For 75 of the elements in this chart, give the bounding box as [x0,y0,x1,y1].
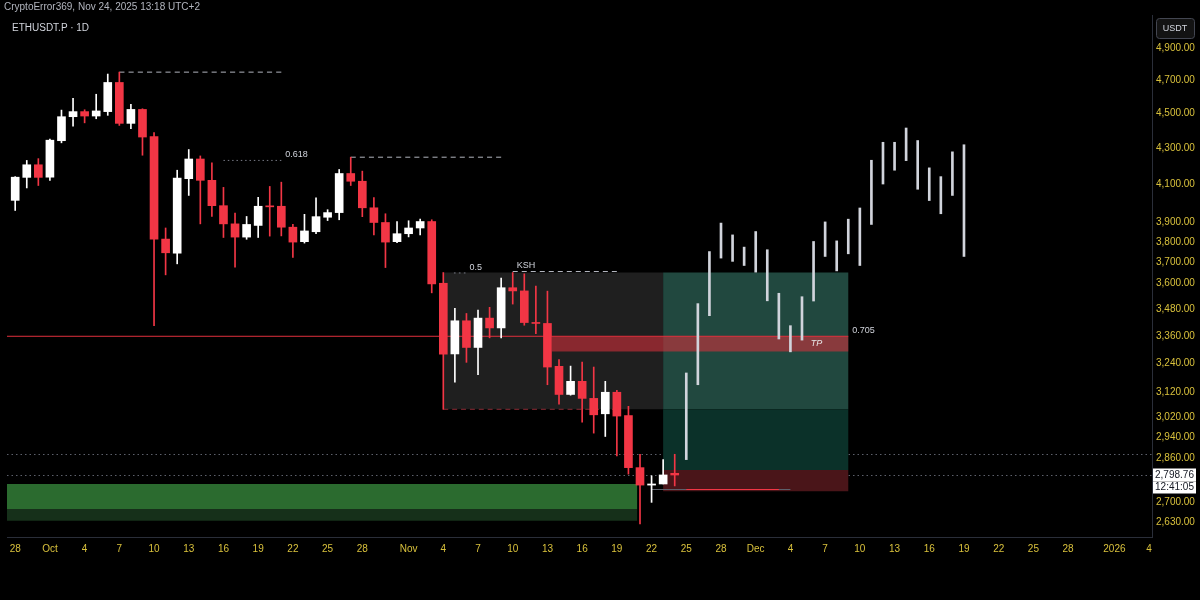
chart-subtitle: CryptoError369, Nov 24, 2025 13:18 UTC+2 [4,1,201,13]
annotation: 0.618 [285,149,308,160]
y-tick-label: 3,600.00 [1156,277,1196,289]
x-tick-label: 25 [322,542,334,554]
bar [765,249,769,302]
bar [846,218,850,255]
y-tick-label: 3,480.00 [1156,302,1196,314]
bar [893,141,896,171]
x-tick-label: 28 [1062,542,1075,554]
y-tick-label: 3,240.00 [1156,357,1196,369]
x-tick-label: 22 [993,542,1005,554]
x-tick-label: 16 [217,542,230,554]
annotation: 0.705 [852,325,875,336]
y-tick-label: 2,700.00 [1156,496,1196,508]
x-tick-label: 13 [888,542,901,554]
y-tick-label: 4,300.00 [1156,141,1196,153]
x-tick-label: 22 [646,542,658,554]
x-tick-label: Oct [42,542,58,554]
bar [835,240,839,272]
y-tick-label: 3,020.00 [1156,410,1196,422]
x-tick-label: 4 [787,542,794,554]
x-tick-label: 7 [475,542,482,554]
bar [812,241,815,302]
x-tick-label: 28 [9,542,22,554]
x-tick-label: 13 [541,542,554,554]
x-tick-label: 2026 [1103,542,1126,554]
bar [951,151,954,196]
annotation: KSH [516,260,536,271]
x-tick-label: 16 [923,542,936,554]
bar [870,159,873,225]
y-tick-label: 4,700.00 [1156,73,1196,85]
y-axis-title: USDT [1162,23,1188,34]
y-tick-label: 3,800.00 [1156,235,1196,247]
y-tick-label: 4,500.00 [1156,107,1196,119]
annotation: 12:41:05 [1155,480,1195,492]
x-tick-label: 13 [183,542,195,554]
x-tick-label: 10 [854,542,866,554]
y-tick-label: 4,900.00 [1156,42,1196,54]
y-tick-label: 2,860.00 [1156,452,1196,464]
x-tick-label: Dec [746,542,765,554]
x-tick-label: 16 [576,542,589,554]
y-tick-label: 3,120.00 [1156,386,1196,398]
x-tick-label: 28 [356,542,369,554]
bar [684,372,688,460]
x-tick-label: 22 [287,542,299,554]
x-tick-label: 10 [507,542,519,554]
x-tick-label: 28 [715,542,727,554]
annotation: 0.5 [469,261,482,272]
x-tick-label: 4 [440,542,447,554]
y-tick-label: 2,940.00 [1156,431,1196,443]
x-tick-label: 19 [611,542,623,554]
y-tick-label: 3,360.00 [1156,329,1196,341]
x-tick-label: 7 [822,542,829,554]
x-tick-label: 25 [1027,542,1040,554]
y-tick-label: 3,900.00 [1156,216,1196,228]
x-tick-label: 19 [252,542,265,554]
x-tick-label: 7 [116,542,123,554]
ref-line-label: 2,798.76 [1155,468,1195,480]
bar [708,251,711,317]
x-tick-label: Nov [399,542,418,554]
x-tick-label: 25 [680,542,693,554]
y-tick-label: 3,700.00 [1156,256,1196,268]
series-label: TP [810,338,823,349]
y-tick-label: 2,630.00 [1156,516,1196,528]
x-tick-label: 4 [1146,542,1153,554]
y-tick-label: 4,100.00 [1156,177,1196,189]
bar [731,234,734,262]
text: ETHUSDT.P · 1D [12,21,90,33]
bar [754,231,758,273]
x-tick-label: 4 [81,542,88,554]
bar [927,167,931,201]
bar [916,140,920,190]
bar [789,325,792,353]
x-tick-label: 10 [148,542,161,554]
x-tick-label: 19 [958,542,970,554]
